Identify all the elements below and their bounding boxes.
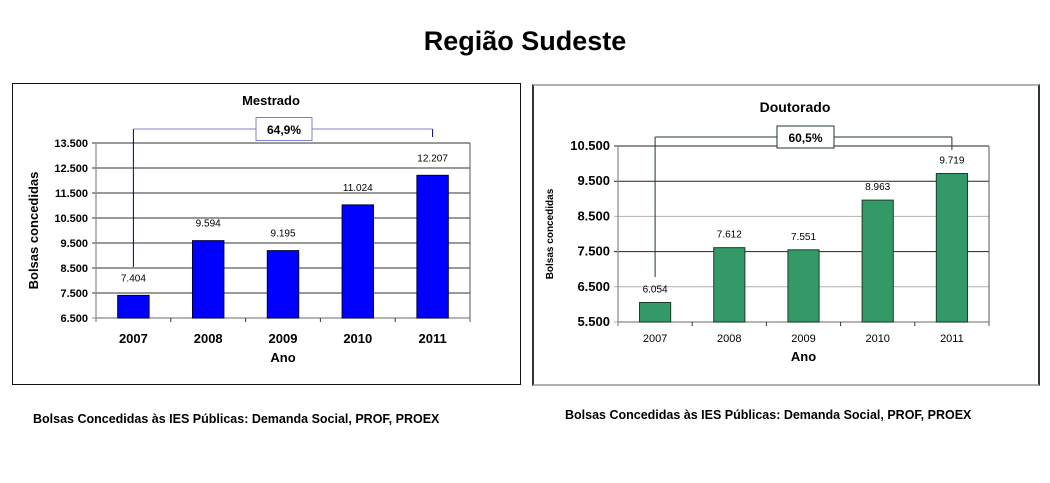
- value-label: 8.963: [865, 182, 890, 193]
- chart-title: Mestrado: [242, 93, 300, 108]
- value-label: 7.404: [121, 273, 146, 284]
- value-label: 7.551: [791, 232, 816, 243]
- x-tick-label: 2009: [269, 331, 298, 346]
- value-label: 12.207: [417, 153, 448, 164]
- bar-2009: [266, 250, 300, 319]
- page-title: Região Sudeste: [423, 26, 627, 56]
- footer-caption-right: Bolsas Concedidas às IES Públicas: Deman…: [565, 408, 972, 422]
- value-label: 11.024: [343, 183, 373, 194]
- bar-2009: [787, 249, 820, 323]
- y-axis-label: Bolsas concedidas: [26, 172, 41, 290]
- chart-title: Doutorado: [760, 99, 831, 115]
- value-label: 9.719: [939, 155, 964, 166]
- bar-2010: [341, 204, 375, 319]
- y-tick-label: 8.500: [577, 208, 610, 223]
- y-tick-label: 10.500: [54, 213, 88, 225]
- x-axis-label: Ano: [791, 349, 816, 364]
- x-tick-label: 2010: [865, 333, 889, 345]
- y-tick-label: 7.500: [577, 244, 610, 259]
- x-tick-label: 2010: [343, 331, 372, 346]
- x-axis-label: Ano: [270, 350, 295, 365]
- footer-caption-left: Bolsas Concedidas às IES Públicas: Deman…: [33, 412, 440, 426]
- value-label: 6.054: [643, 284, 668, 295]
- value-label: 7.612: [717, 230, 742, 241]
- growth-annotation-label: 64,9%: [267, 123, 301, 137]
- growth-annotation-box: [776, 125, 835, 149]
- bar-2010: [861, 199, 894, 323]
- bar-2007: [639, 301, 672, 323]
- bar-2011: [416, 174, 449, 319]
- y-tick-label: 12.500: [54, 163, 88, 175]
- x-tick-label: 2011: [940, 333, 964, 345]
- x-tick-label: 2011: [418, 331, 446, 346]
- bar-2008: [713, 247, 746, 323]
- y-tick-label: 11.500: [55, 188, 88, 200]
- value-label: 9.195: [270, 229, 295, 240]
- y-tick-label: 13.500: [54, 138, 88, 150]
- y-tick-label: 8.500: [60, 263, 88, 275]
- value-label: 9.594: [196, 219, 221, 230]
- bar-2008: [191, 240, 225, 319]
- y-tick-label: 7.500: [60, 288, 88, 300]
- y-axis-label: Bolsas concedidas: [545, 188, 556, 279]
- y-tick-label: 5.500: [577, 314, 610, 329]
- x-tick-label: 2008: [717, 333, 741, 345]
- bar-2011: [935, 172, 968, 323]
- bar-2007: [117, 294, 150, 319]
- y-tick-label: 6.500: [60, 313, 88, 325]
- x-tick-label: 2008: [194, 331, 223, 346]
- y-tick-label: 10.500: [570, 138, 610, 153]
- y-tick-label: 9.500: [577, 173, 610, 188]
- y-tick-label: 9.500: [60, 238, 88, 250]
- growth-annotation-box: [255, 117, 313, 141]
- x-tick-label: 2007: [119, 331, 148, 346]
- x-tick-label: 2009: [791, 333, 815, 345]
- y-tick-label: 6.500: [577, 279, 610, 294]
- growth-annotation-label: 60,5%: [788, 131, 822, 145]
- x-tick-label: 2007: [643, 333, 667, 345]
